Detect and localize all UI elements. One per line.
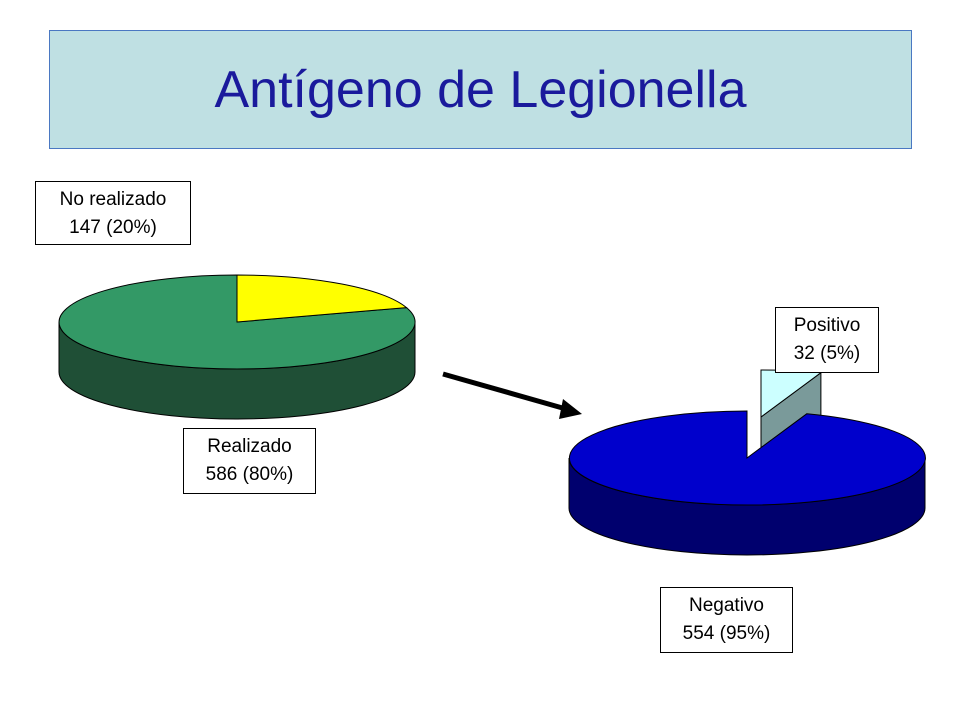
- flow-arrow-head: [559, 399, 582, 419]
- callout-no-realizado-value: 147 (20%): [69, 217, 157, 238]
- callout-negativo: Negativo 554 (95%): [660, 587, 793, 653]
- pie-slice-negativo: [568, 410, 926, 506]
- pie-chart-resultado: [568, 369, 926, 556]
- callout-no-realizado: No realizado 147 (20%): [35, 181, 191, 245]
- callout-positivo-value: 32 (5%): [793, 343, 861, 364]
- callout-negativo-value: 554 (95%): [682, 623, 771, 644]
- pie-slice-no-realizado: [236, 274, 408, 323]
- flow-arrow-line: [442, 371, 567, 412]
- callout-realizado-value: 586 (80%): [205, 464, 294, 485]
- callout-no-realizado-label: No realizado: [59, 189, 167, 210]
- callout-realizado-label: Realizado: [207, 436, 292, 457]
- callout-positivo: Positivo 32 (5%): [775, 307, 879, 373]
- callout-negativo-label: Negativo: [689, 595, 764, 616]
- callout-positivo-label: Positivo: [793, 315, 861, 336]
- page-title: Antígeno de Legionella: [214, 60, 747, 119]
- callout-realizado: Realizado 586 (80%): [183, 428, 316, 494]
- pie-chart-realizado: [58, 274, 416, 420]
- title-banner: Antígeno de Legionella: [49, 30, 912, 149]
